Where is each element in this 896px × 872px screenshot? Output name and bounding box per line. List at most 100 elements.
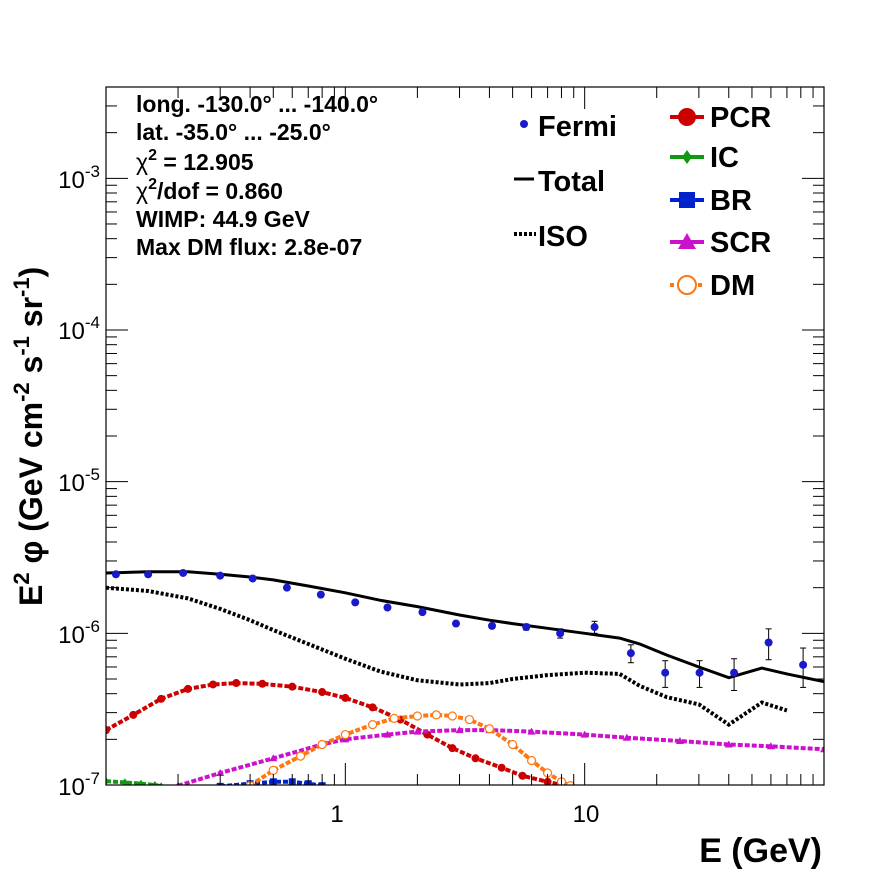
- fermi-point: [111, 570, 120, 579]
- series-marker-ic: [106, 777, 109, 785]
- info-chi2-dof: χ2/dof = 0.860: [136, 176, 283, 204]
- series-line-br: [220, 779, 323, 785]
- y-tick-label: 10-5: [58, 465, 100, 497]
- fermi-point: [282, 583, 291, 592]
- fermi-point: [452, 619, 461, 628]
- series-marker-dm: [526, 755, 537, 766]
- legend-marker-scr: [678, 233, 696, 249]
- fermi-point: [418, 608, 427, 617]
- plot-frame: [105, 86, 825, 786]
- legend: Fermi Total ISO PCR IC BR SCR DM: [514, 102, 771, 302]
- series-marker-scr: [413, 727, 422, 735]
- series-marker-pcr: [518, 771, 527, 780]
- legend-label-dm: DM: [710, 270, 755, 302]
- series-marker-pcr: [318, 688, 327, 697]
- series-marker-pcr: [471, 754, 480, 763]
- series-marker-scr: [455, 726, 464, 734]
- legend-label-pcr: PCR: [710, 102, 771, 134]
- series-marker-scr: [269, 754, 278, 762]
- series-marker-pcr: [497, 763, 506, 772]
- fermi-point: [661, 668, 670, 677]
- fermi-point: [179, 568, 188, 577]
- series-marker-scr: [580, 730, 589, 738]
- series-marker-pcr: [258, 679, 267, 688]
- fermi-point: [764, 638, 773, 647]
- series-marker-pcr: [183, 684, 192, 693]
- fermi-point: [626, 649, 635, 658]
- series-marker-dm: [340, 729, 350, 740]
- series-marker-pcr: [368, 703, 377, 712]
- y-tick-label: 10-3: [58, 162, 100, 194]
- legend-marker-br: [679, 192, 695, 208]
- fermi-point: [522, 623, 531, 632]
- series-marker-ic: [137, 779, 144, 785]
- series-marker-scr: [820, 745, 824, 753]
- series-marker-pcr: [209, 680, 218, 689]
- legend-label-br: BR: [710, 185, 752, 217]
- series-marker-dm: [447, 711, 457, 721]
- series-marker-scr: [724, 740, 733, 748]
- series-marker-scr: [527, 727, 536, 735]
- legend-marker-dm: [677, 275, 697, 295]
- y-tick-label: 10-4: [58, 313, 100, 345]
- legend-label-iso: ISO: [538, 221, 588, 253]
- series-marker-dm: [368, 720, 378, 730]
- fermi-point: [695, 668, 704, 677]
- fermi-point: [144, 570, 153, 579]
- fermi-point: [316, 590, 325, 599]
- x-tick-label: 1: [330, 801, 343, 828]
- series-marker-pcr: [129, 710, 138, 719]
- fermi-point: [799, 660, 808, 669]
- series-marker-dm: [412, 711, 422, 721]
- series-marker-pcr: [106, 726, 110, 735]
- info-text: long. -130.0° ... -140.0° lat. -35.0° ..…: [136, 91, 378, 260]
- series-marker-ic: [159, 782, 164, 785]
- y-tick-label: 10-7: [58, 769, 100, 801]
- series-marker-scr: [766, 742, 775, 750]
- series-marker-scr: [675, 737, 684, 745]
- series-marker-dm: [389, 713, 399, 723]
- y-tick-label: 10-6: [58, 617, 100, 649]
- series-marker-ic: [121, 778, 128, 785]
- series-line-dm: [248, 712, 572, 785]
- series-marker-pcr: [341, 693, 350, 702]
- info-max-dm-flux: Max DM flux: 2.8e-07: [136, 234, 362, 260]
- series-marker-scr: [216, 768, 225, 776]
- legend-marker-fermi: [520, 120, 528, 128]
- series-marker-scr: [383, 730, 392, 738]
- series-line-iso: [106, 585, 788, 728]
- series-marker-dm: [508, 739, 518, 750]
- info-latitude: lat. -35.0° ... -25.0°: [136, 119, 331, 145]
- series-marker-dm: [431, 710, 441, 720]
- y-tick-labels: 10-7 10-6 10-5 10-4 10-3: [58, 162, 100, 801]
- fermi-point: [556, 629, 565, 638]
- fermi-point: [351, 598, 360, 607]
- fermi-point: [248, 574, 257, 583]
- series-marker-scr: [622, 733, 631, 741]
- series-line-scr: [177, 728, 824, 785]
- info-longitude: long. -130.0° ... -140.0°: [136, 91, 378, 117]
- x-tick-label: 10: [573, 801, 600, 828]
- series-marker-pcr: [288, 682, 297, 691]
- legend-label-ic: IC: [710, 142, 739, 174]
- info-chi2: χ2 = 12.905: [136, 147, 254, 175]
- series-marker-dm: [295, 751, 306, 761]
- fermi-point: [216, 571, 225, 580]
- y-axis-title: E2 φ (GeV cm-2 s-1 sr-1): [9, 267, 49, 606]
- fermi-point: [730, 668, 739, 677]
- series-marker-pcr: [448, 744, 457, 753]
- series-marker-dm: [317, 739, 327, 750]
- x-tick-labels: 1 10: [330, 801, 599, 828]
- series-marker-dm: [268, 765, 278, 775]
- series-marker-dm: [565, 781, 575, 785]
- legend-marker-pcr: [678, 108, 696, 126]
- series-marker-dm: [464, 714, 475, 725]
- series-line-total: [106, 570, 824, 684]
- fermi-point: [487, 621, 496, 630]
- legend-label-fermi: Fermi: [538, 111, 617, 143]
- legend-marker-ic: [682, 150, 692, 164]
- series-marker-ic: [151, 781, 158, 785]
- info-wimp: WIMP: 44.9 GeV: [136, 206, 310, 232]
